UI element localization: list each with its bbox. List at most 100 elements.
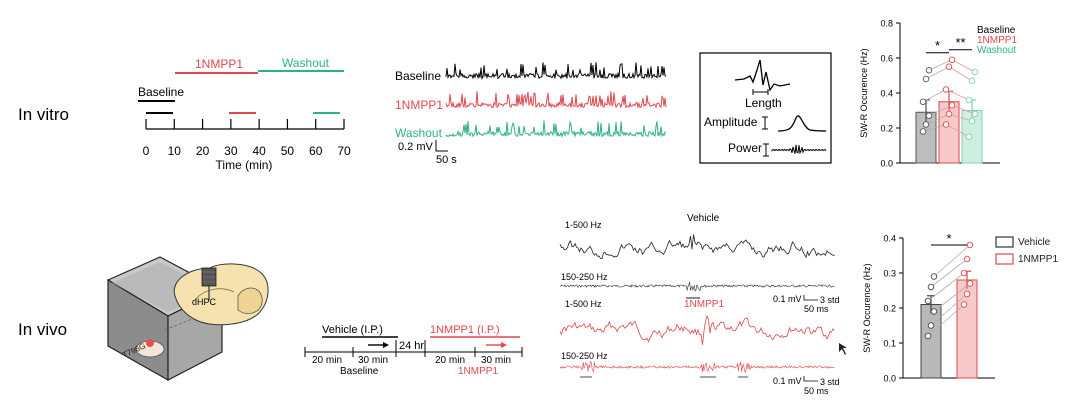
chart-ylabel: SW-R Occurence (Hz)	[859, 48, 869, 137]
timeline-tick-label: 40	[252, 144, 266, 158]
timeline-tick-label: 20	[196, 144, 210, 158]
chart-y-tick-label: 0.3	[883, 269, 896, 279]
vehicle-ripple-trace	[559, 281, 835, 292]
protocol-drug-label: 1NMPP1 (I.P.)	[430, 324, 500, 336]
timeline-tick-label: 30	[224, 144, 238, 158]
chart-y-tick-label: 0.0	[880, 159, 893, 169]
inset-ripple-waveform	[734, 59, 791, 92]
mouse-recording-diagram: T796G dHPC	[106, 256, 269, 382]
chart-vitro-swr-occurrence: 0.00.20.40.60.8SW-R Occurence (Hz)* **Bas…	[859, 19, 1017, 169]
chart-y-tick-label: 0.0	[883, 374, 896, 384]
paired-line	[945, 124, 970, 138]
data-point	[948, 101, 956, 109]
data-point	[968, 77, 976, 84]
significance-marker: *	[935, 38, 940, 53]
timeline-tick-label: 60	[309, 144, 323, 158]
paired-line	[928, 104, 953, 117]
timeline-tick-label: 70	[337, 144, 351, 158]
data-point	[966, 241, 974, 249]
data-point	[965, 96, 973, 104]
data-point	[963, 290, 971, 298]
chart-y-tick-label: 0.6	[880, 54, 893, 64]
paired-line	[933, 283, 971, 312]
significance-marker: **	[955, 35, 965, 50]
data-point	[927, 283, 935, 291]
inset-amplitude-envelope	[777, 115, 827, 132]
paired-line	[948, 66, 973, 82]
protocol-duration-1: 20 min	[312, 355, 342, 366]
vivo-scale-3: 50 ms	[804, 304, 829, 314]
paired-line	[928, 59, 953, 71]
data-point	[971, 110, 979, 118]
timeline-washout-label: Washout	[282, 56, 330, 70]
data-point	[922, 121, 930, 128]
paired-line	[925, 113, 950, 125]
trace-label-1nmpp1: 1NMPP1	[395, 98, 443, 112]
protocol-duration-2: 30 min	[358, 355, 388, 366]
vivo-scale-2: 3 std	[820, 295, 840, 305]
paired-line	[933, 244, 971, 277]
sw-r-metrics-inset: Length Amplitude Power	[699, 52, 832, 164]
vivo-band-label-4: 150-250 Hz	[561, 351, 608, 361]
paired-line	[927, 304, 965, 337]
data-point	[965, 133, 973, 140]
legend-entry: Vehicle	[1018, 237, 1051, 248]
data-point	[922, 75, 930, 83]
vitro-scale-y: 0.2 mV	[398, 141, 434, 153]
vivo-condition-vehicle: Vehicle	[687, 213, 720, 224]
chart-y-tick-label: 0.1	[883, 339, 896, 349]
legend-entry: Baseline	[977, 25, 1016, 36]
timeline-tick-label: 50	[281, 144, 295, 158]
data-point	[924, 332, 932, 340]
bar-vehicle	[920, 304, 942, 379]
drug-lfp-trace	[559, 314, 835, 345]
data-point	[930, 273, 938, 280]
paired-line	[925, 66, 950, 80]
timeline-drug-label: 1NMPP1	[195, 57, 243, 71]
inset-amplitude-label: Amplitude	[704, 115, 758, 129]
protocol-baseline-sublabel: Baseline	[340, 366, 379, 377]
vivo-scale-5: 3 std	[820, 377, 840, 387]
vivo-band-label-2: 150-250 Hz	[561, 272, 608, 282]
mouse-cursor-icon	[839, 343, 847, 355]
data-point	[966, 280, 974, 287]
inset-frame	[699, 52, 832, 164]
legend-swatch	[995, 253, 1014, 265]
timeline-baseline-label: Baseline	[138, 85, 184, 99]
vitro-scale-bar	[435, 140, 448, 152]
paired-line	[951, 104, 976, 115]
vitro-scale-x: 50 s	[436, 154, 457, 166]
trace-label-baseline: Baseline	[395, 69, 441, 83]
timeline-tick-label: 0	[143, 144, 150, 158]
vivo-scale-4: 0.1 mV	[773, 376, 802, 386]
vivo-band-label-3: 1-500 Hz	[565, 299, 602, 309]
chart-y-tick-label: 0.2	[883, 304, 896, 314]
inset-power-label: Power	[728, 141, 762, 155]
chart-y-tick-label: 0.4	[880, 89, 893, 99]
data-point	[925, 66, 933, 74]
chart-y-tick-label: 0.4	[883, 234, 896, 244]
vehicle-lfp-trace	[559, 234, 835, 260]
legend-swatch	[995, 236, 1014, 248]
timeline-xlabel: Time (min)	[216, 158, 273, 172]
chart-ylabel: SW-R Occurence (Hz)	[862, 263, 872, 352]
paired-line	[922, 124, 947, 132]
vivo-condition-drug: 1NMPP1	[684, 299, 724, 310]
paired-line	[922, 89, 947, 103]
implant-marker	[146, 339, 154, 347]
drug-ripple-trace	[559, 360, 835, 374]
brain-region-label: dHPC	[192, 297, 217, 307]
significance-marker: *	[946, 231, 951, 246]
data-point	[968, 117, 976, 125]
data-point	[963, 255, 971, 263]
trace-label-washout: Washout	[395, 126, 443, 140]
trace-washout	[445, 120, 667, 139]
vitro-traces: Baseline 1NMPP1 Washout 0.2 mV 50 s	[395, 62, 667, 166]
trace-1nmpp1	[445, 91, 667, 109]
legend-entry: Washout	[977, 45, 1016, 56]
timeline-tick-label: 10	[168, 144, 182, 158]
vivo-protocol: Vehicle (I.P.) 1NMPP1 (I.P.) 24 hr 20 mi…	[304, 324, 523, 377]
data-point	[945, 63, 953, 71]
injection-icon-drug	[486, 342, 507, 348]
